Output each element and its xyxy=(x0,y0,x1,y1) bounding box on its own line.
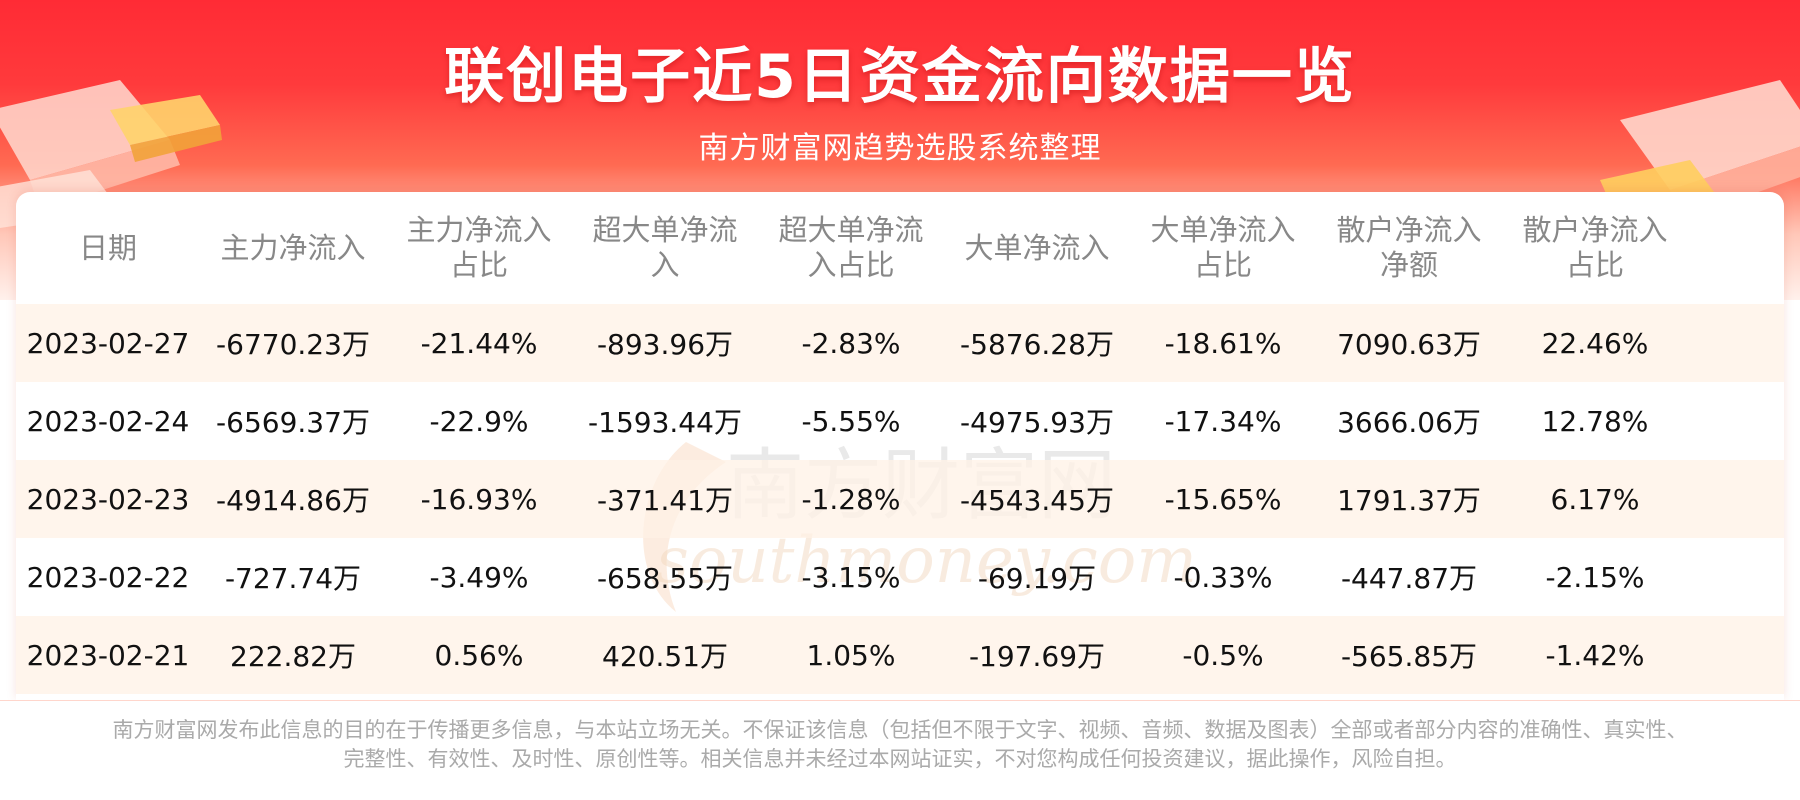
cell-large-net-inflow: -4975.93万 xyxy=(960,406,1114,439)
cell-super-large-net-inflow: -1593.44万 xyxy=(588,406,742,439)
cell-main-net-inflow-ratio: 0.56% xyxy=(386,616,572,694)
column-header-large-net-inflow: 大单净流入 xyxy=(944,192,1130,304)
column-header-line2: 占比 xyxy=(1565,248,1624,282)
cell-super-large-net-inflow-ratio: 1.05% xyxy=(758,616,944,694)
column-header-line1: 大单净流入 xyxy=(964,230,1110,265)
column-header-retail-net-inflow: 散户净流入 净额 xyxy=(1316,192,1502,304)
cell-large-net-inflow-ratio: -0.5% xyxy=(1130,616,1316,694)
cell-date: 2023-02-23 xyxy=(16,460,200,538)
cell-date: 2023-02-27 xyxy=(16,304,200,382)
cell-super-large-net-inflow: 420.51万 xyxy=(572,616,758,694)
cell-main-net-inflow-ratio: -16.93% xyxy=(386,460,572,538)
cell-retail-net-inflow-ratio: 6.17% xyxy=(1502,460,1688,538)
column-header-line1: 主力净流入 xyxy=(220,230,366,265)
row-spacer xyxy=(1688,460,1784,538)
page-title: 联创电子近5日资金流向数据一览 xyxy=(444,42,1356,112)
cell-super-large-net-inflow: -658.55万 xyxy=(596,562,734,595)
cell-retail-net-inflow: -565.85万 xyxy=(1316,616,1502,694)
column-header-large-net-inflow-ratio: 大单净流入 占比 xyxy=(1130,192,1316,304)
table-header-row: 日期 主力净流入 主力净流入 占比 超大单净流入超大单净流 入占比 大单净流入 大单净流入 占比… xyxy=(16,192,1784,304)
table-row: 2023-02-27 -6770.23万 -21.44% -893.96万 -2.83%… xyxy=(16,304,1784,382)
cell-retail-net-inflow: 3666.06万 xyxy=(1337,406,1481,439)
disclaimer-line-2: 完整性、有效性、及时性、原创性等。相关信息并未经过本网站证实，不对您构成任何投资… xyxy=(343,747,1457,771)
row-spacer xyxy=(1688,538,1784,616)
cell-large-net-inflow: -4543.45万 xyxy=(944,460,1130,538)
cell-large-net-inflow-ratio: -15.65% xyxy=(1130,460,1316,538)
column-header-super-large-net-inflow: 超大单净流入 xyxy=(572,192,758,304)
cell-retail-net-inflow-ratio: 12.78% xyxy=(1541,404,1649,438)
cell-date: 2023-02-24 xyxy=(26,404,190,438)
cell-retail-net-inflow: -447.87万 xyxy=(1340,562,1478,595)
column-header-line1: 日期 xyxy=(78,230,137,265)
cell-main-net-inflow: -6770.23万 xyxy=(200,304,386,382)
cell-main-net-inflow: 222.82万 xyxy=(200,616,386,694)
cell-large-net-inflow-ratio: -17.34% xyxy=(1164,404,1282,438)
disclaimer: 南方财富网发布此信息的目的在于传播更多信息，与本站立场无关。不保证该信息（包括但… xyxy=(0,700,1800,800)
fund-flow-table: 日期 主力净流入 主力净流入 占比 超大单净流入超大单净流 入占比 大单净流入 大单净流入 占比… xyxy=(16,192,1784,694)
cell-retail-net-inflow-ratio: -1.42% xyxy=(1502,616,1688,694)
column-header-line1: 超大单净流 xyxy=(778,213,924,247)
cell-super-large-net-inflow: -371.41万 xyxy=(572,460,758,538)
column-header-super-large-net-inflow-ratio: 超大单净流 入占比 xyxy=(758,192,944,304)
column-header-line1: 主力净流入 xyxy=(406,213,552,247)
column-header-line2: 占比 xyxy=(449,248,508,282)
table-row: 2023-02-24 -6569.37万 -22.9% -1593.44万 -5.55%… xyxy=(16,382,1784,460)
cell-retail-net-inflow: 1791.37万 xyxy=(1316,460,1502,538)
cell-retail-net-inflow: 7090.63万 xyxy=(1316,304,1502,382)
cell-main-net-inflow: -6569.37万 xyxy=(216,406,370,439)
column-header-line2: 占比 xyxy=(1193,248,1252,282)
cell-large-net-inflow: -69.19万 xyxy=(977,562,1097,595)
cell-large-net-inflow: -5876.28万 xyxy=(944,304,1130,382)
cell-date: 2023-02-21 xyxy=(16,616,200,694)
cell-main-net-inflow: -727.74万 xyxy=(224,562,362,595)
column-header-retail-net-inflow-ratio: 散户净流入 占比 xyxy=(1502,192,1688,304)
column-header-line1: 散户净流入 xyxy=(1522,213,1668,247)
cell-main-net-inflow-ratio: -3.49% xyxy=(429,560,529,594)
page-subtitle: 南方财富网趋势选股系统整理 xyxy=(698,131,1102,166)
header-spacer xyxy=(1688,192,1784,304)
table-row: 2023-02-23 -4914.86万 -16.93% -371.41万 -1.28%… xyxy=(16,460,1784,538)
column-header-line2: 入占比 xyxy=(807,248,895,282)
cell-large-net-inflow-ratio: -18.61% xyxy=(1130,304,1316,382)
table-body: 2023-02-27 -6770.23万 -21.44% -893.96万 -2.83%… xyxy=(16,304,1784,694)
column-header-date: 日期 xyxy=(16,192,200,304)
row-spacer xyxy=(1688,616,1784,694)
cell-super-large-net-inflow-ratio: -3.15% xyxy=(801,560,901,594)
row-spacer xyxy=(1688,304,1784,382)
data-table-card: 南方财富网 southmoney.com 日期主力净流入主力净流入占比超大单净流… xyxy=(16,192,1784,700)
cell-date: 2023-02-22 xyxy=(26,560,190,594)
row-spacer xyxy=(1688,382,1784,460)
cell-retail-net-inflow-ratio: -2.15% xyxy=(1545,560,1645,594)
cell-main-net-inflow: -4914.86万 xyxy=(200,460,386,538)
cell-super-large-net-inflow-ratio: -5.55% xyxy=(801,404,901,438)
column-header-line1: 超大单净流 xyxy=(592,213,738,247)
table-row: 2023-02-21 222.82万 0.56% 420.51万 1.05% -197.6… xyxy=(16,616,1784,694)
cell-super-large-net-inflow-ratio: -1.28% xyxy=(758,460,944,538)
cell-main-net-inflow-ratio: -22.9% xyxy=(429,404,529,438)
column-header-line2: 入 xyxy=(650,248,680,282)
column-header-line1: 大单净流入 xyxy=(1150,213,1296,247)
column-header-main-net-inflow-ratio: 主力净流入 占比 xyxy=(386,192,572,304)
disclaimer-line-1: 南方财富网发布此信息的目的在于传播更多信息，与本站立场无关。不保证该信息（包括但… xyxy=(112,718,1688,742)
column-header-line1: 散户净流入 xyxy=(1336,213,1482,247)
column-header-main-net-inflow: 主力净流入 xyxy=(200,192,386,304)
cell-large-net-inflow-ratio: -0.33% xyxy=(1173,560,1273,594)
column-header-line2: 净额 xyxy=(1379,248,1438,282)
cell-retail-net-inflow-ratio: 22.46% xyxy=(1502,304,1688,382)
cell-large-net-inflow: -197.69万 xyxy=(944,616,1130,694)
table-row: 2023-02-22 -727.74万 -3.49% -658.55万 -3.15% -6… xyxy=(16,538,1784,616)
cell-main-net-inflow-ratio: -21.44% xyxy=(386,304,572,382)
cell-super-large-net-inflow-ratio: -2.83% xyxy=(758,304,944,382)
cell-super-large-net-inflow: -893.96万 xyxy=(572,304,758,382)
